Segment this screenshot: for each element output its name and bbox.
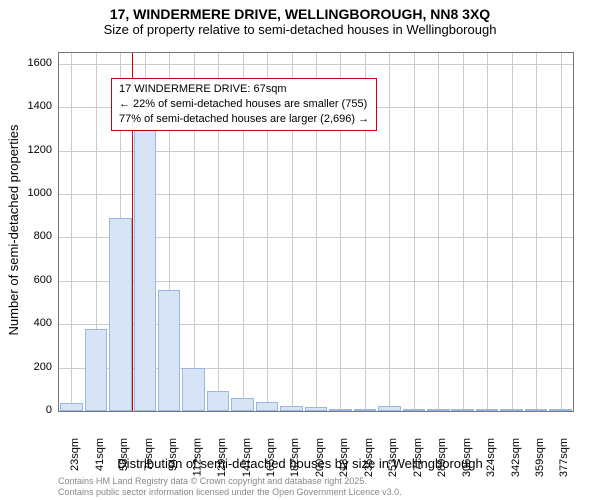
x-tick-label: 112sqm [192, 438, 204, 476]
x-tick-label: 23sqm [69, 438, 81, 471]
grid-line-v [414, 53, 415, 411]
grid-line-v [561, 53, 562, 411]
x-tick-label: 129sqm [216, 438, 228, 477]
histogram-bar [182, 368, 204, 411]
x-tick-label: 41sqm [94, 438, 106, 471]
y-tick-label: 800 [34, 230, 52, 242]
annotation-line: 77% of semi-detached houses are larger (… [119, 112, 369, 127]
chart-subtitle: Size of property relative to semi-detach… [0, 22, 600, 37]
y-tick-label: 400 [34, 317, 52, 329]
histogram-bar [134, 125, 156, 411]
grid-line-v [389, 53, 390, 411]
x-tick-label: 306sqm [461, 438, 473, 477]
y-tick-label: 1400 [28, 100, 52, 112]
x-tick-label: 289sqm [436, 438, 448, 477]
histogram-bar [85, 329, 107, 411]
grid-line-v [71, 53, 72, 411]
y-axis: 02004006008001000120014001600 [0, 52, 58, 410]
histogram-bar [109, 218, 131, 411]
annotation-line: ← 22% of semi-detached houses are smalle… [119, 97, 369, 112]
x-tick-label: 94sqm [167, 438, 179, 471]
grid-line-v [487, 53, 488, 411]
chart-container: { "title": "17, WINDERMERE DRIVE, WELLIN… [0, 0, 600, 500]
x-tick-label: 271sqm [412, 438, 424, 477]
x-tick-label: 253sqm [387, 438, 399, 477]
y-tick-label: 1200 [28, 144, 52, 156]
x-tick-label: 200sqm [314, 438, 326, 477]
y-tick-label: 1600 [28, 57, 52, 69]
annotation-box: 17 WINDERMERE DRIVE: 67sqm← 22% of semi-… [111, 78, 377, 131]
x-tick-label: 76sqm [143, 438, 155, 471]
attribution-line: Contains HM Land Registry data © Crown c… [58, 476, 402, 487]
x-tick-label: 377sqm [559, 438, 571, 477]
x-tick-label: 218sqm [338, 438, 350, 477]
grid-line-v [463, 53, 464, 411]
y-tick-label: 0 [46, 404, 52, 416]
chart-title: 17, WINDERMERE DRIVE, WELLINGBOROUGH, NN… [0, 0, 600, 22]
plot-area: 17 WINDERMERE DRIVE: 67sqm← 22% of semi-… [58, 52, 574, 412]
y-tick-label: 200 [34, 361, 52, 373]
grid-line-v [536, 53, 537, 411]
x-tick-label: 359sqm [534, 438, 546, 477]
attribution: Contains HM Land Registry data © Crown c… [58, 476, 402, 498]
x-tick-label: 165sqm [265, 438, 277, 477]
y-tick-label: 600 [34, 274, 52, 286]
x-tick-label: 324sqm [485, 438, 497, 477]
x-tick-label: 58sqm [118, 438, 130, 471]
histogram-bar [158, 290, 180, 412]
x-tick-label: 147sqm [241, 438, 253, 477]
annotation-line: 17 WINDERMERE DRIVE: 67sqm [119, 82, 369, 97]
grid-line-v [512, 53, 513, 411]
x-tick-label: 342sqm [510, 438, 522, 477]
histogram-bar [207, 391, 229, 411]
x-tick-label: 235sqm [363, 438, 375, 477]
grid-line-v [438, 53, 439, 411]
y-tick-label: 1000 [28, 187, 52, 199]
x-tick-label: 182sqm [290, 438, 302, 477]
attribution-line: Contains public sector information licen… [58, 487, 402, 498]
x-axis: 23sqm41sqm58sqm76sqm94sqm112sqm129sqm147… [58, 410, 572, 460]
